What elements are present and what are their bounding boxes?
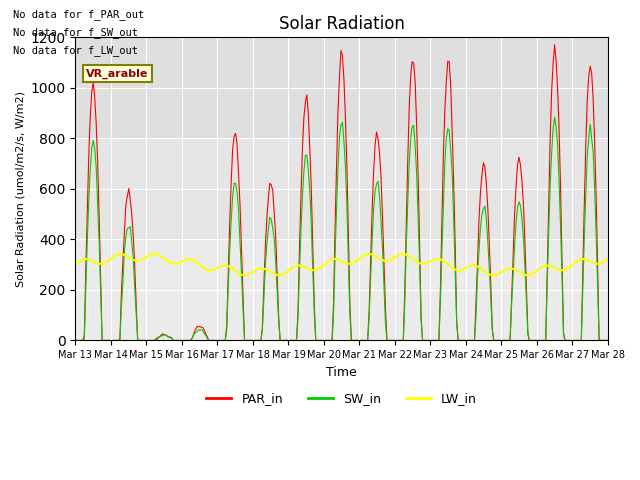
Text: No data for f_PAR_out: No data for f_PAR_out <box>13 9 144 20</box>
Bar <box>76 240 608 340</box>
Legend: PAR_in, SW_in, LW_in: PAR_in, SW_in, LW_in <box>202 387 482 410</box>
Text: No data for f_LW_out: No data for f_LW_out <box>13 45 138 56</box>
Text: No data for f_SW_out: No data for f_SW_out <box>13 27 138 38</box>
X-axis label: Time: Time <box>326 366 357 379</box>
Bar <box>76 138 608 240</box>
Y-axis label: Solar Radiation (umol/m2/s, W/m2): Solar Radiation (umol/m2/s, W/m2) <box>15 91 25 287</box>
Title: Solar Radiation: Solar Radiation <box>279 15 404 33</box>
Text: VR_arable: VR_arable <box>86 69 148 79</box>
Bar <box>76 37 608 138</box>
